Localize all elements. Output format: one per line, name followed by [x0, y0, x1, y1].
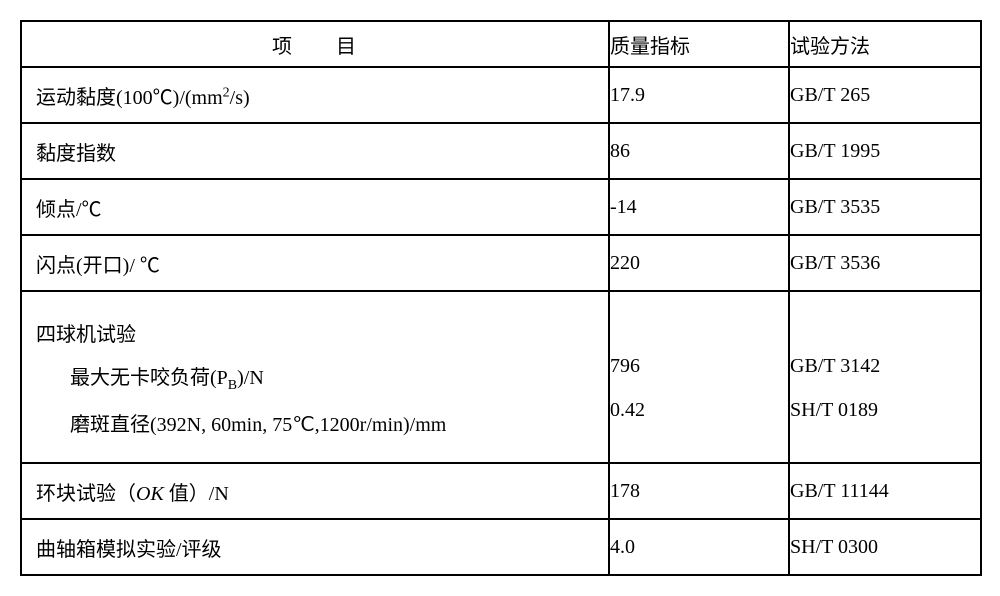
rb-italic: OK: [136, 483, 164, 505]
method-cell: GB/T 11144: [789, 463, 981, 519]
item-cell: 四球机试验 最大无卡咬负荷(PB)/N 磨斑直径(392N, 60min, 75…: [21, 291, 609, 463]
item-cell: 倾点/℃: [21, 179, 609, 235]
four-ball-row: 四球机试验 最大无卡咬负荷(PB)/N 磨斑直径(392N, 60min, 75…: [21, 291, 981, 463]
fb-l2-suffix: )/N: [237, 367, 264, 389]
fb-quality-1: 796: [610, 344, 788, 388]
fb-method-1: GB/T 3142: [790, 344, 980, 388]
ring-block-row: 环块试验（OK 值）/N 178 GB/T 11144: [21, 463, 981, 519]
item-cell: 环块试验（OK 值）/N: [21, 463, 609, 519]
item-text-prefix: 运动黏度(100℃)/(mm: [36, 87, 223, 109]
quality-cell: -14: [609, 179, 789, 235]
table-row: 闪点(开口)/ ℃ 220 GB/T 3536: [21, 235, 981, 291]
header-item: 项 目: [21, 21, 609, 67]
header-item-label-b: 目: [336, 36, 358, 58]
rb-suffix: 值）/N: [164, 483, 229, 505]
table-header-row: 项 目 质量指标 试验方法: [21, 21, 981, 67]
rb-prefix: 环块试验（: [36, 483, 136, 505]
quality-cell: 796 0.42: [609, 291, 789, 463]
method-cell: GB/T 3535: [789, 179, 981, 235]
crankcase-row: 曲轴箱模拟实验/评级 4.0 SH/T 0300: [21, 519, 981, 575]
method-cell: GB/T 3536: [789, 235, 981, 291]
quality-cell: 4.0: [609, 519, 789, 575]
item-cell: 运动黏度(100℃)/(mm2/s): [21, 67, 609, 123]
four-ball-line2: 最大无卡咬负荷(PB)/N: [36, 361, 608, 394]
method-cell: GB/T 1995: [789, 123, 981, 179]
fb-method-2: SH/T 0189: [790, 388, 980, 432]
header-method: 试验方法: [789, 21, 981, 67]
table-row: 倾点/℃ -14 GB/T 3535: [21, 179, 981, 235]
item-cell: 曲轴箱模拟实验/评级: [21, 519, 609, 575]
table-row: 黏度指数 86 GB/T 1995: [21, 123, 981, 179]
fb-l2-sub: B: [228, 378, 237, 393]
header-item-label-a: 项: [272, 36, 294, 58]
four-ball-line3: 磨斑直径(392N, 60min, 75℃,1200r/min)/mm: [36, 408, 608, 437]
item-sup: 2: [223, 85, 230, 100]
header-quality: 质量指标: [609, 21, 789, 67]
fb-quality-2: 0.42: [610, 388, 788, 432]
item-text-suffix: /s): [230, 87, 250, 109]
fb-l2-prefix: 最大无卡咬负荷(P: [70, 367, 228, 389]
method-cell: GB/T 3142 SH/T 0189: [789, 291, 981, 463]
quality-cell: 17.9: [609, 67, 789, 123]
table-row: 运动黏度(100℃)/(mm2/s) 17.9 GB/T 265: [21, 67, 981, 123]
quality-cell: 178: [609, 463, 789, 519]
item-cell: 闪点(开口)/ ℃: [21, 235, 609, 291]
quality-cell: 220: [609, 235, 789, 291]
quality-cell: 86: [609, 123, 789, 179]
method-cell: SH/T 0300: [789, 519, 981, 575]
item-cell: 黏度指数: [21, 123, 609, 179]
method-cell: GB/T 265: [789, 67, 981, 123]
four-ball-title: 四球机试验: [36, 318, 608, 347]
spec-table: 项 目 质量指标 试验方法 运动黏度(100℃)/(mm2/s) 17.9 GB…: [20, 20, 982, 576]
